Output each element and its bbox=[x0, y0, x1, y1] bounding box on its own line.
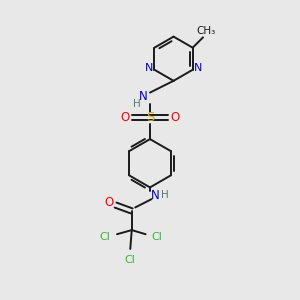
Text: N: N bbox=[194, 63, 202, 73]
Text: S: S bbox=[146, 111, 154, 124]
Text: Cl: Cl bbox=[100, 232, 111, 242]
Text: O: O bbox=[121, 111, 130, 124]
Text: Cl: Cl bbox=[151, 232, 162, 242]
Text: N: N bbox=[139, 91, 148, 103]
Text: Cl: Cl bbox=[125, 255, 136, 265]
Text: CH₃: CH₃ bbox=[196, 26, 216, 36]
Text: H: H bbox=[161, 190, 169, 200]
Text: N: N bbox=[145, 63, 153, 73]
Text: H: H bbox=[133, 99, 141, 109]
Text: O: O bbox=[170, 111, 179, 124]
Text: O: O bbox=[104, 196, 114, 208]
Text: N: N bbox=[151, 188, 159, 202]
